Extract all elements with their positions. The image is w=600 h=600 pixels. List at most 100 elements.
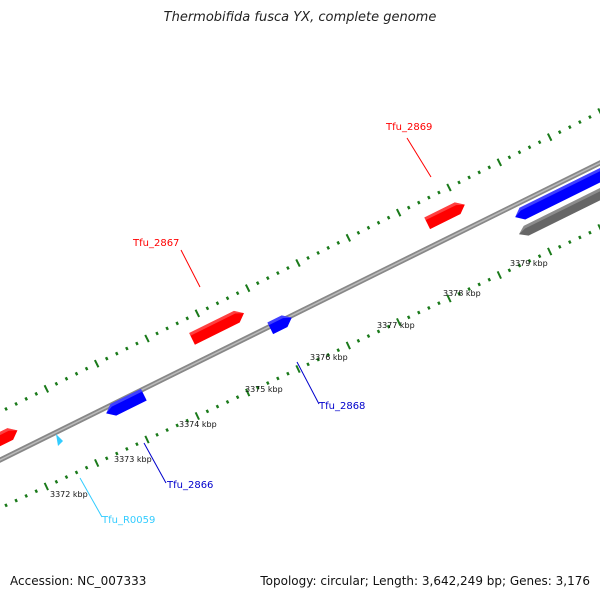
outer-tick-44 [437,190,441,195]
outer-tick-51 [507,155,512,160]
outer-tick-32 [316,250,320,255]
outer-tick-31 [306,255,310,260]
inner-tick-24 [235,395,240,400]
inner-tick-36 [356,338,361,343]
outer-tick-29 [286,266,290,271]
inner-tick-53 [527,258,532,263]
outer-tick-45 [446,183,452,192]
outer-tick-33 [326,245,330,250]
gene-arrow-left-edge-body [0,428,18,450]
inner-tick-41 [406,315,411,320]
tick-label-3379: 3379 kbp [510,259,548,268]
leader-tfu-2868 [296,361,320,405]
outer-tick-1 [4,406,8,411]
outer-tick-5 [43,384,50,393]
outer-tick-2 [14,401,18,406]
outer-tick-36 [356,230,361,235]
outer-tick-9 [84,366,89,371]
tick-label-3377: 3377 kbp [377,321,415,330]
inner-tick-39 [386,324,391,329]
inner-tick-54 [537,254,542,259]
outer-tick-24 [235,291,240,296]
outer-tick-20 [194,309,201,318]
outer-tick-30 [295,258,301,268]
outer-tick-16 [155,331,159,336]
inner-tick-20 [194,411,200,421]
outer-tick-11 [104,356,109,361]
outer-tick-59 [588,115,592,120]
inner-tick-51 [507,268,512,273]
outer-tick-40 [395,208,402,217]
inner-tick-52 [517,263,522,268]
outer-tick-53 [527,145,532,150]
gene-label-tfu-r0059[interactable]: Tfu_R0059 [101,515,155,526]
inner-tick-32 [316,357,320,362]
inner-tick-47 [467,287,471,292]
genome-backbone [0,160,600,463]
outer-tick-12 [115,351,119,356]
inner-tick-25 [245,388,251,397]
inner-tick-35 [345,341,351,350]
gene-label-tfu-2867[interactable]: Tfu_2867 [132,238,179,249]
gene-label-tfu-2868[interactable]: Tfu_2868 [318,401,365,412]
gene-features [0,166,600,450]
inner-tick-3 [24,493,28,498]
inner-tick-12 [115,451,119,456]
genome-summary-text: Topology: circular; Length: 3,642,249 bp… [260,574,590,588]
outer-tick-ring [4,107,600,411]
inner-tick-1 [4,503,8,508]
inner-tick-29 [286,371,290,376]
tick-label-3375: 3375 kbp [245,385,283,394]
inner-tick-34 [336,348,341,353]
outer-tick-56 [557,130,562,135]
inner-tick-9 [84,465,89,470]
gene-arrow-tfu-r0059 [56,434,63,446]
outer-tick-8 [74,371,79,376]
outer-tick-26 [255,281,260,286]
outer-tick-50 [496,158,503,167]
inner-tick-42 [417,310,421,315]
outer-tick-41 [406,205,411,210]
gene-label-tfu-2866[interactable]: Tfu_2866 [166,480,213,491]
outer-tick-22 [215,301,220,306]
inner-tick-2 [14,498,18,503]
outer-tick-28 [276,271,280,276]
gene-arrow-right-edge [515,166,600,220]
inner-tick-38 [376,329,381,334]
outer-tick-19 [185,316,190,321]
gene-arrow-tfu-2866 [106,388,147,416]
gene-arrow-tfu-2868-shine [267,315,292,326]
leader-tfu-2866 [143,442,167,484]
gene-arrow-tfu-2869-shine [424,202,465,221]
outer-tick-58 [578,120,582,125]
outer-tick-57 [568,125,572,130]
inner-tick-11 [104,456,109,461]
inner-tick-14 [135,442,139,447]
inner-tick-31 [306,362,310,367]
inner-tick-22 [215,404,220,409]
outer-tick-18 [175,321,179,326]
inner-tick-10 [94,458,100,468]
inner-tick-58 [578,235,582,240]
inner-tick-27 [266,381,270,386]
outer-tick-46 [457,180,461,185]
inner-tick-49 [487,277,492,282]
gene-arrow-tfu-2866-body [106,388,147,416]
inner-tick-48 [477,282,481,287]
accession-text: Accession: NC_007333 [10,574,147,588]
gene-arrow-tfu-2868-body [267,315,292,335]
tick-label-3376: 3376 kbp [310,353,348,362]
outer-tick-35 [345,233,352,242]
gene-label-tfu-2869[interactable]: Tfu_2869 [385,122,432,133]
outer-tick-25 [244,284,251,293]
outer-tick-42 [417,200,421,205]
inner-tick-60 [597,223,600,231]
gene-arrow-tfu-2869 [424,202,465,230]
inner-tick-37 [366,334,371,339]
inner-tick-5 [43,482,49,491]
outer-tick-23 [225,296,230,301]
inner-tick-44 [437,301,441,306]
inner-tick-45 [446,294,452,303]
outer-tick-52 [517,150,522,155]
